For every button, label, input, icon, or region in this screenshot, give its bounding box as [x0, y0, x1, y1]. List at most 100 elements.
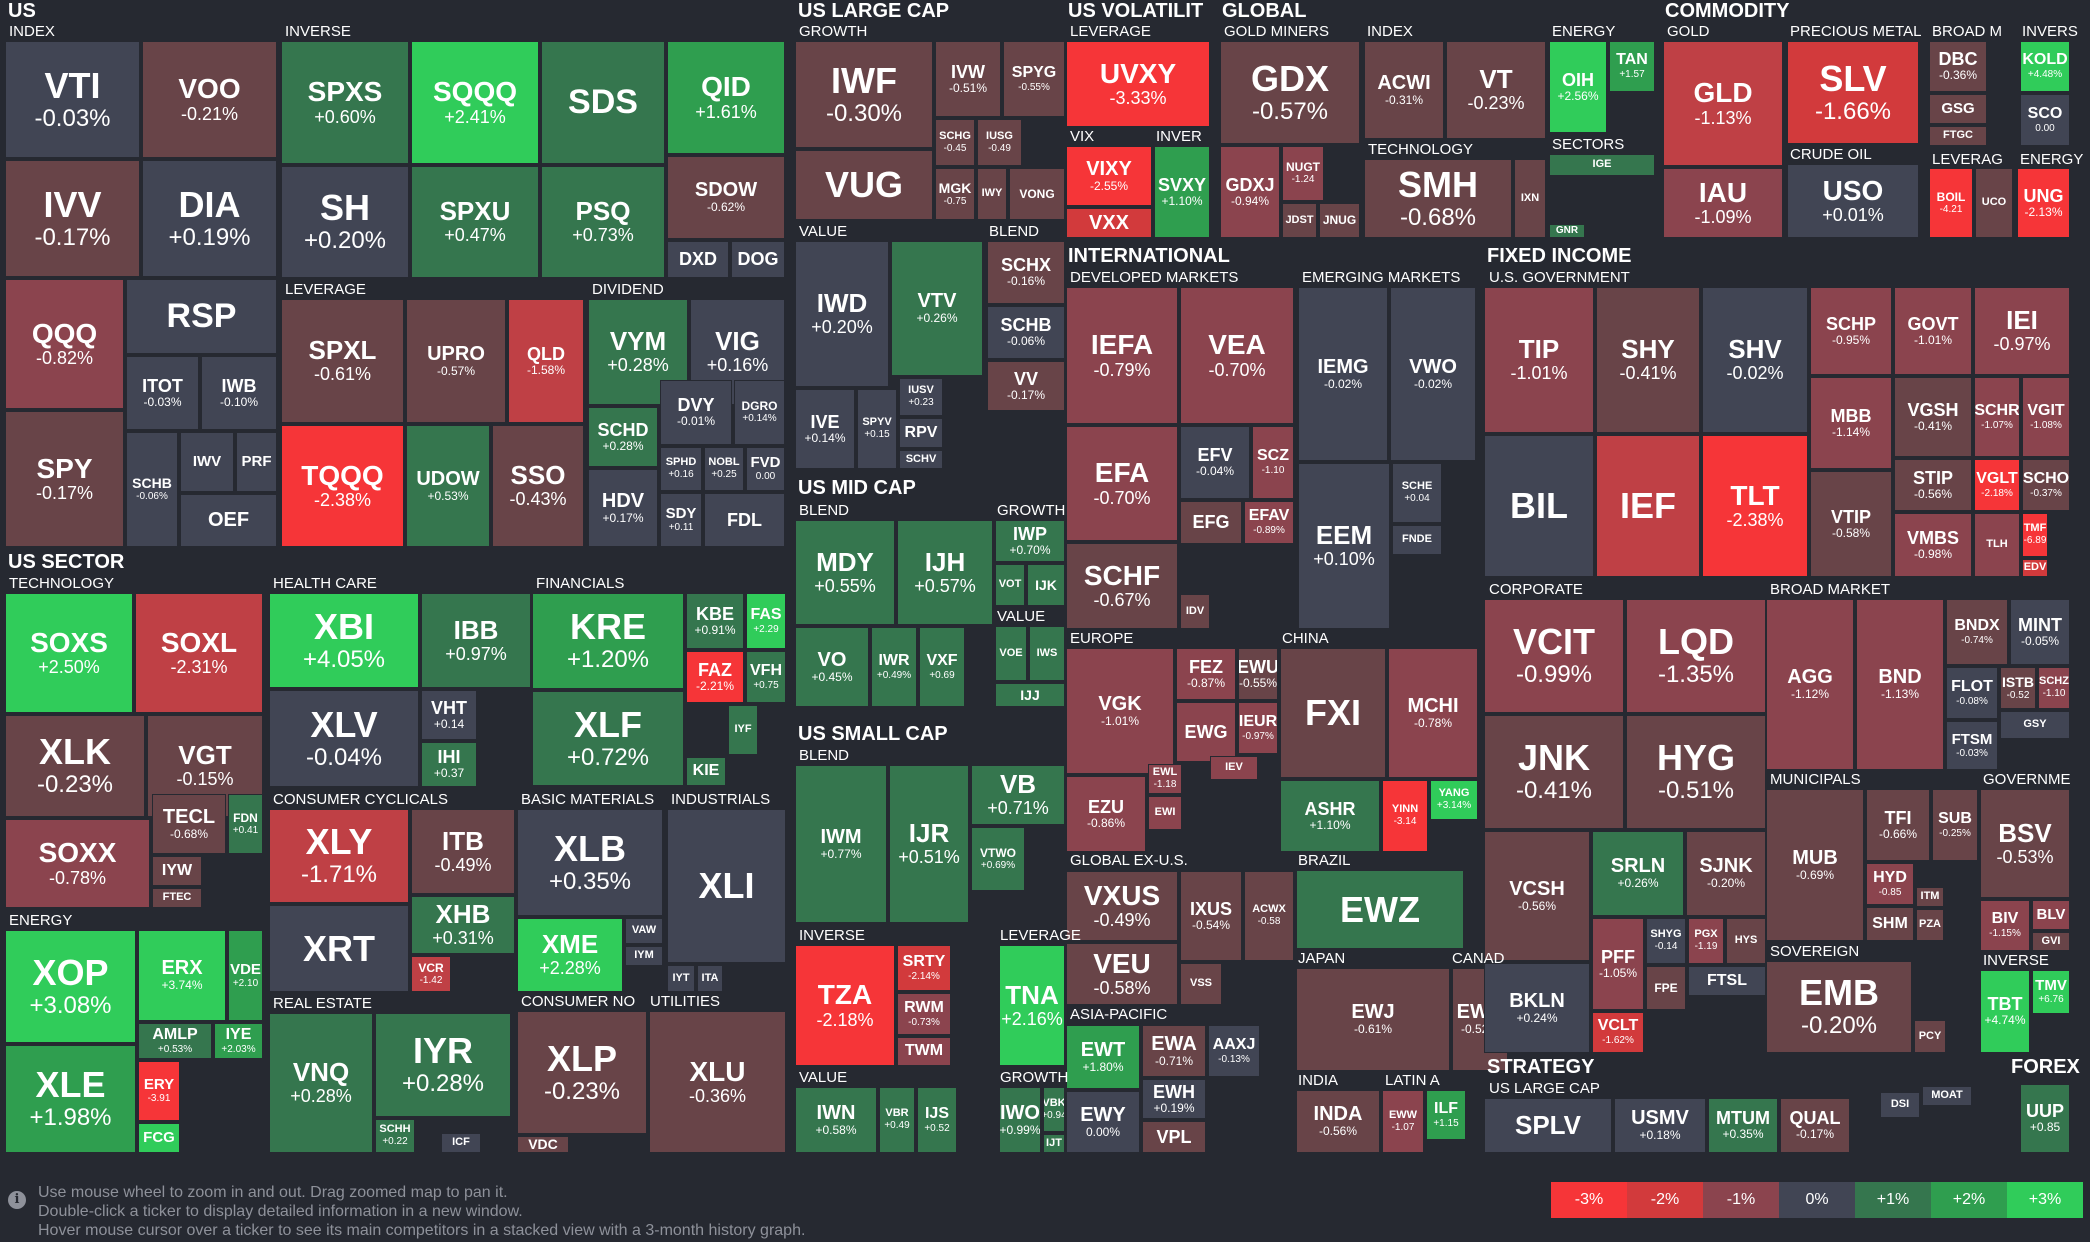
ticker-tile-dvy[interactable]: DVY -0.01% — [660, 380, 732, 445]
ticker-tile-kbe[interactable]: KBE +0.91% — [686, 593, 744, 649]
ticker-tile-schp[interactable]: SCHP -0.95% — [1810, 287, 1892, 375]
ticker-tile-iwd[interactable]: IWD +0.20% — [795, 241, 889, 387]
ticker-tile-mbb[interactable]: MBB -1.14% — [1810, 377, 1892, 469]
ticker-tile-srty[interactable]: SRTY -2.14% — [897, 945, 951, 991]
ticker-tile-vym[interactable]: VYM +0.28% — [588, 299, 688, 405]
ticker-tile-eww[interactable]: EWW -1.07 — [1382, 1090, 1424, 1153]
ticker-tile-mdy[interactable]: MDY +0.55% — [795, 520, 895, 625]
ticker-tile-sds[interactable]: SDS — [541, 41, 665, 164]
ticker-tile-iwb[interactable]: IWB -0.10% — [201, 356, 277, 430]
ticker-tile-ftsl[interactable]: FTSL — [1688, 966, 1766, 996]
ticker-tile-emb[interactable]: EMB -0.20% — [1766, 961, 1912, 1053]
ticker-tile-vixy[interactable]: VIXY -2.55% — [1066, 146, 1152, 206]
ticker-tile-ixn[interactable]: IXN — [1514, 159, 1546, 238]
ticker-tile-gnr[interactable]: GNR — [1549, 224, 1585, 238]
ticker-tile-ijs[interactable]: IJS +0.52 — [917, 1087, 957, 1153]
ticker-tile-amlp[interactable]: AMLP +0.53% — [138, 1023, 212, 1059]
ticker-tile-yang[interactable]: YANG +3.14% — [1430, 780, 1478, 820]
ticker-tile-spxs[interactable]: SPXS +0.60% — [281, 41, 409, 164]
ticker-tile-iusv[interactable]: IUSV +0.23 — [899, 378, 943, 416]
ticker-tile-xme[interactable]: XME +2.28% — [517, 918, 623, 992]
ticker-tile-sub[interactable]: SUB -0.25% — [1932, 789, 1978, 861]
ticker-tile-srln[interactable]: SRLN +0.26% — [1592, 831, 1684, 916]
ticker-tile-mtum[interactable]: MTUM +0.35% — [1708, 1098, 1778, 1153]
ticker-tile-ewl[interactable]: EWL -1.18 — [1148, 764, 1182, 794]
ticker-tile-kie[interactable]: KIE — [686, 757, 726, 786]
ticker-tile-veu[interactable]: VEU -0.58% — [1066, 943, 1178, 1005]
ticker-tile-spxl[interactable]: SPXL -0.61% — [281, 299, 404, 423]
ticker-tile-uup[interactable]: UUP +0.85 — [2020, 1084, 2070, 1153]
ticker-tile-vong[interactable]: VONG — [1009, 168, 1065, 220]
ticker-tile-svxy[interactable]: SVXY +1.10% — [1154, 146, 1210, 238]
ticker-tile-ung[interactable]: UNG -2.13% — [2017, 168, 2070, 238]
ticker-tile-icf[interactable]: ICF — [441, 1133, 481, 1153]
ticker-tile-iyf[interactable]: IYF — [728, 705, 758, 755]
ticker-tile-ewy[interactable]: EWY 0.00% — [1066, 1091, 1140, 1153]
ticker-tile-faz[interactable]: FAZ -2.21% — [686, 651, 744, 703]
ticker-tile-vbr[interactable]: VBR +0.49 — [879, 1087, 915, 1153]
ticker-tile-ftgc[interactable]: FTGC — [1929, 126, 1987, 146]
ticker-tile-uvxy[interactable]: UVXY -3.33% — [1066, 41, 1210, 127]
ticker-tile-vgsh[interactable]: VGSH -0.41% — [1894, 377, 1972, 457]
ticker-tile-xlf[interactable]: XLF +0.72% — [532, 691, 684, 786]
ticker-tile-hys[interactable]: HYS — [1726, 918, 1766, 964]
ticker-tile-ijk[interactable]: IJK — [1027, 564, 1065, 606]
ticker-tile-ezu[interactable]: EZU -0.86% — [1066, 776, 1146, 852]
ticker-tile-soxx[interactable]: SOXX -0.78% — [5, 819, 150, 908]
ticker-tile-iwy[interactable]: IWY — [977, 168, 1007, 220]
ticker-tile-bil[interactable]: BIL — [1484, 435, 1594, 577]
ticker-tile-ilf[interactable]: ILF +1.15 — [1426, 1090, 1466, 1140]
ticker-tile-acwx[interactable]: ACWX -0.58 — [1244, 871, 1294, 961]
ticker-tile-eem[interactable]: EEM +0.10% — [1298, 463, 1390, 629]
ticker-tile-vtip[interactable]: VTIP -0.58% — [1810, 471, 1892, 577]
ticker-tile-ewj[interactable]: EWJ -0.61% — [1296, 968, 1450, 1071]
ticker-tile-gld[interactable]: GLD -1.13% — [1663, 41, 1783, 166]
ticker-tile-xrt[interactable]: XRT — [269, 905, 409, 992]
ticker-tile-vb[interactable]: VB +0.71% — [971, 765, 1065, 825]
ticker-tile-oih[interactable]: OIH +2.56% — [1549, 41, 1607, 133]
ticker-tile-ijj[interactable]: IJJ — [995, 683, 1065, 707]
ticker-tile-gvi[interactable]: GVI — [2032, 932, 2070, 951]
ticker-tile-fez[interactable]: FEZ -0.87% — [1176, 648, 1236, 700]
ticker-tile-vss[interactable]: VSS — [1180, 963, 1222, 1005]
ticker-tile-spy[interactable]: SPY -0.17% — [5, 411, 124, 547]
ticker-tile-xly[interactable]: XLY -1.71% — [269, 809, 409, 903]
ticker-tile-qqq[interactable]: QQQ -0.82% — [5, 279, 124, 409]
ticker-tile-vt[interactable]: VT -0.23% — [1446, 41, 1546, 139]
ticker-tile-dog[interactable]: DOG — [731, 241, 785, 278]
ticker-tile-stip[interactable]: STIP -0.56% — [1894, 459, 1972, 511]
ticker-tile-tlt[interactable]: TLT -2.38% — [1702, 435, 1808, 577]
ticker-tile-vcit[interactable]: VCIT -0.99% — [1484, 599, 1624, 713]
ticker-tile-dgro[interactable]: DGRO +0.14% — [734, 380, 785, 445]
ticker-tile-rwm[interactable]: RWM -0.73% — [897, 993, 951, 1035]
ticker-tile-itot[interactable]: ITOT -0.03% — [126, 356, 199, 430]
ticker-tile-xlp[interactable]: XLP -0.23% — [517, 1011, 647, 1134]
ticker-tile-vcsh[interactable]: VCSH -0.56% — [1484, 831, 1590, 961]
ticker-tile-voe[interactable]: VOE — [995, 626, 1027, 681]
ticker-tile-erx[interactable]: ERX +3.74% — [138, 930, 226, 1021]
ticker-tile-ijh[interactable]: IJH +0.57% — [897, 520, 993, 625]
ticker-tile-fnde[interactable]: FNDE — [1392, 525, 1442, 555]
ticker-tile-schz[interactable]: SCHZ -1.10 — [2038, 667, 2070, 709]
ticker-tile-ibb[interactable]: IBB +0.97% — [421, 593, 531, 688]
ticker-tile-psq[interactable]: PSQ +0.73% — [541, 166, 665, 278]
ticker-tile-pgx[interactable]: PGX -1.19 — [1688, 918, 1724, 964]
ticker-tile-vaw[interactable]: VAW — [625, 918, 663, 944]
ticker-tile-schx[interactable]: SCHX -0.16% — [987, 241, 1065, 304]
ticker-tile-pff[interactable]: PFF -1.05% — [1592, 918, 1644, 1010]
ticker-tile-vnq[interactable]: VNQ +0.28% — [269, 1013, 373, 1153]
ticker-tile-pza[interactable]: PZA — [1916, 909, 1944, 941]
ticker-tile-idv[interactable]: IDV — [1180, 594, 1210, 629]
ticker-tile-ewg[interactable]: EWG — [1176, 702, 1236, 762]
ticker-tile-gsy[interactable]: GSY — [2000, 711, 2070, 739]
ticker-tile-xlu[interactable]: XLU -0.36% — [649, 1011, 786, 1153]
ticker-tile-ief[interactable]: IEF — [1596, 435, 1700, 577]
ticker-tile-soxl[interactable]: SOXL -2.31% — [135, 593, 263, 713]
ticker-tile-qld[interactable]: QLD -1.58% — [508, 299, 584, 423]
ticker-tile-uso[interactable]: USO +0.01% — [1787, 164, 1919, 238]
ticker-tile-sso[interactable]: SSO -0.43% — [492, 425, 584, 547]
ticker-tile-fas[interactable]: FAS +2.29 — [746, 593, 786, 649]
ticker-tile-ijt[interactable]: IJT — [1043, 1134, 1065, 1153]
ticker-tile-tlh[interactable]: TLH — [1974, 513, 2020, 577]
ticker-tile-jdst[interactable]: JDST — [1282, 203, 1317, 238]
